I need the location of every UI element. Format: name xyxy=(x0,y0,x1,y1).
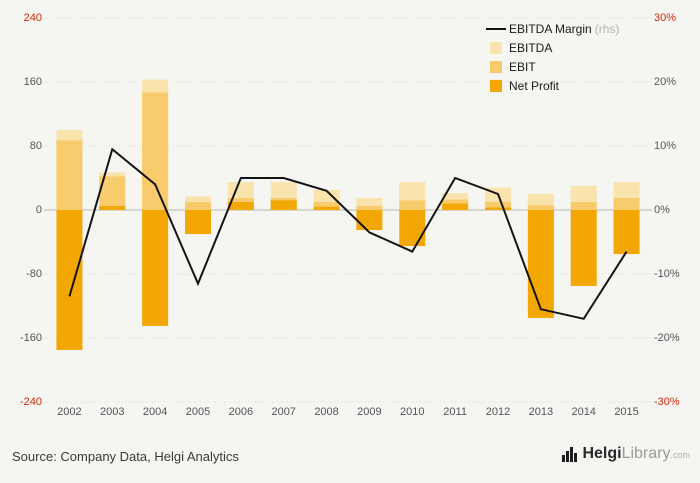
x-axis-label-2004: 2004 xyxy=(142,406,168,418)
left-axis-tick--80: -80 xyxy=(26,268,42,280)
x-axis-label-2013: 2013 xyxy=(528,406,554,418)
x-axis-label-2006: 2006 xyxy=(228,406,254,418)
bar-ebit-2002 xyxy=(56,140,83,210)
right-axis-tick-20%: 20% xyxy=(654,76,677,88)
bar-net-profit-2004 xyxy=(142,210,169,326)
legend-suffix-rhs: (rhs) xyxy=(594,22,620,36)
left-axis-tick--160: -160 xyxy=(19,332,42,344)
bar-net-profit-2005 xyxy=(185,210,211,234)
legend-label: EBIT xyxy=(509,60,536,74)
bar-ebit-2013 xyxy=(527,205,554,210)
right-axis-tick--20%: -20% xyxy=(654,332,680,344)
right-axis-tick-30%: 30% xyxy=(654,12,677,24)
left-axis-tick-240: 240 xyxy=(23,12,42,24)
bar-ebit-2014 xyxy=(570,202,597,210)
left-axis-tick-0: 0 xyxy=(35,204,42,216)
legend-label: EBITDA Margin xyxy=(509,22,592,36)
legend-label: EBITDA xyxy=(509,41,553,55)
left-axis-tick-80: 80 xyxy=(29,140,42,152)
x-axis-label-2003: 2003 xyxy=(100,406,125,418)
bar-net-profit-2006 xyxy=(227,202,254,210)
bar-net-profit-2012 xyxy=(485,207,511,210)
legend-item-ebitda: EBITDA xyxy=(490,41,619,55)
bar-ebit-2010 xyxy=(399,200,426,210)
bar-ebit-2015 xyxy=(613,198,640,210)
ebitda-margin-line xyxy=(68,147,628,320)
right-axis-tick-0%: 0% xyxy=(654,204,670,216)
bar-net-profit-2003 xyxy=(99,206,126,210)
x-axis-label-2010: 2010 xyxy=(400,406,425,418)
bar-net-profit-2011 xyxy=(442,203,469,210)
left-axis-tick-160: 160 xyxy=(23,76,42,88)
x-axis-label-2014: 2014 xyxy=(571,406,596,418)
bar-ebit-2009 xyxy=(356,206,383,210)
x-axis-label-2012: 2012 xyxy=(485,406,511,418)
x-axis-label-2015: 2015 xyxy=(614,406,639,418)
bar-net-profit-2008 xyxy=(313,206,340,210)
line-swatch-icon xyxy=(486,28,506,30)
legend-item-ebit: EBIT xyxy=(490,60,619,74)
legend-label: Net Profit xyxy=(509,79,560,93)
bar-net-profit-2013 xyxy=(527,210,554,318)
right-axis-tick--10%: -10% xyxy=(654,268,680,280)
x-axis-label-2005: 2005 xyxy=(185,406,211,418)
helgi-library-logo: HelgiLibrary.com xyxy=(562,445,690,464)
x-axis-label-2007: 2007 xyxy=(271,406,296,418)
ebitda-swatch-icon xyxy=(490,42,502,54)
bar-net-profit-2010 xyxy=(399,210,426,246)
x-axis-label-2009: 2009 xyxy=(357,406,382,418)
bar-net-profit-2009 xyxy=(356,210,383,230)
bar-net-profit-2007 xyxy=(270,200,297,210)
legend: EBITDA Margin (rhs) EBITDA EBIT Net Prof… xyxy=(486,22,620,93)
net-profit-swatch-icon xyxy=(490,80,502,92)
right-axis-tick-10%: 10% xyxy=(654,140,677,152)
bar-chart-logo-icon xyxy=(562,447,578,464)
legend-item-net-profit: Net Profit xyxy=(490,79,619,93)
x-axis-label-2011: 2011 xyxy=(443,406,467,418)
right-axis-tick--30%: -30% xyxy=(654,396,680,408)
bar-ebit-2012 xyxy=(485,202,511,210)
ebit-swatch-icon xyxy=(490,61,502,73)
left-axis-tick--240: -240 xyxy=(19,396,42,408)
x-axis-label-2008: 2008 xyxy=(314,406,339,418)
bar-net-profit-2002 xyxy=(56,210,83,350)
logo-text: HelgiLibrary.com xyxy=(582,445,690,462)
bar-net-profit-2014 xyxy=(570,210,597,286)
source-note: Source: Company Data, Helgi Analytics xyxy=(12,449,239,464)
bar-ebit-2004 xyxy=(142,92,169,210)
bar-net-profit-2015 xyxy=(613,210,640,254)
legend-item-ebitda-margin: EBITDA Margin (rhs) xyxy=(486,22,620,36)
x-axis-label-2002: 2002 xyxy=(57,406,82,418)
bar-ebit-2005 xyxy=(185,202,211,210)
bar-ebit-2008 xyxy=(313,202,340,210)
